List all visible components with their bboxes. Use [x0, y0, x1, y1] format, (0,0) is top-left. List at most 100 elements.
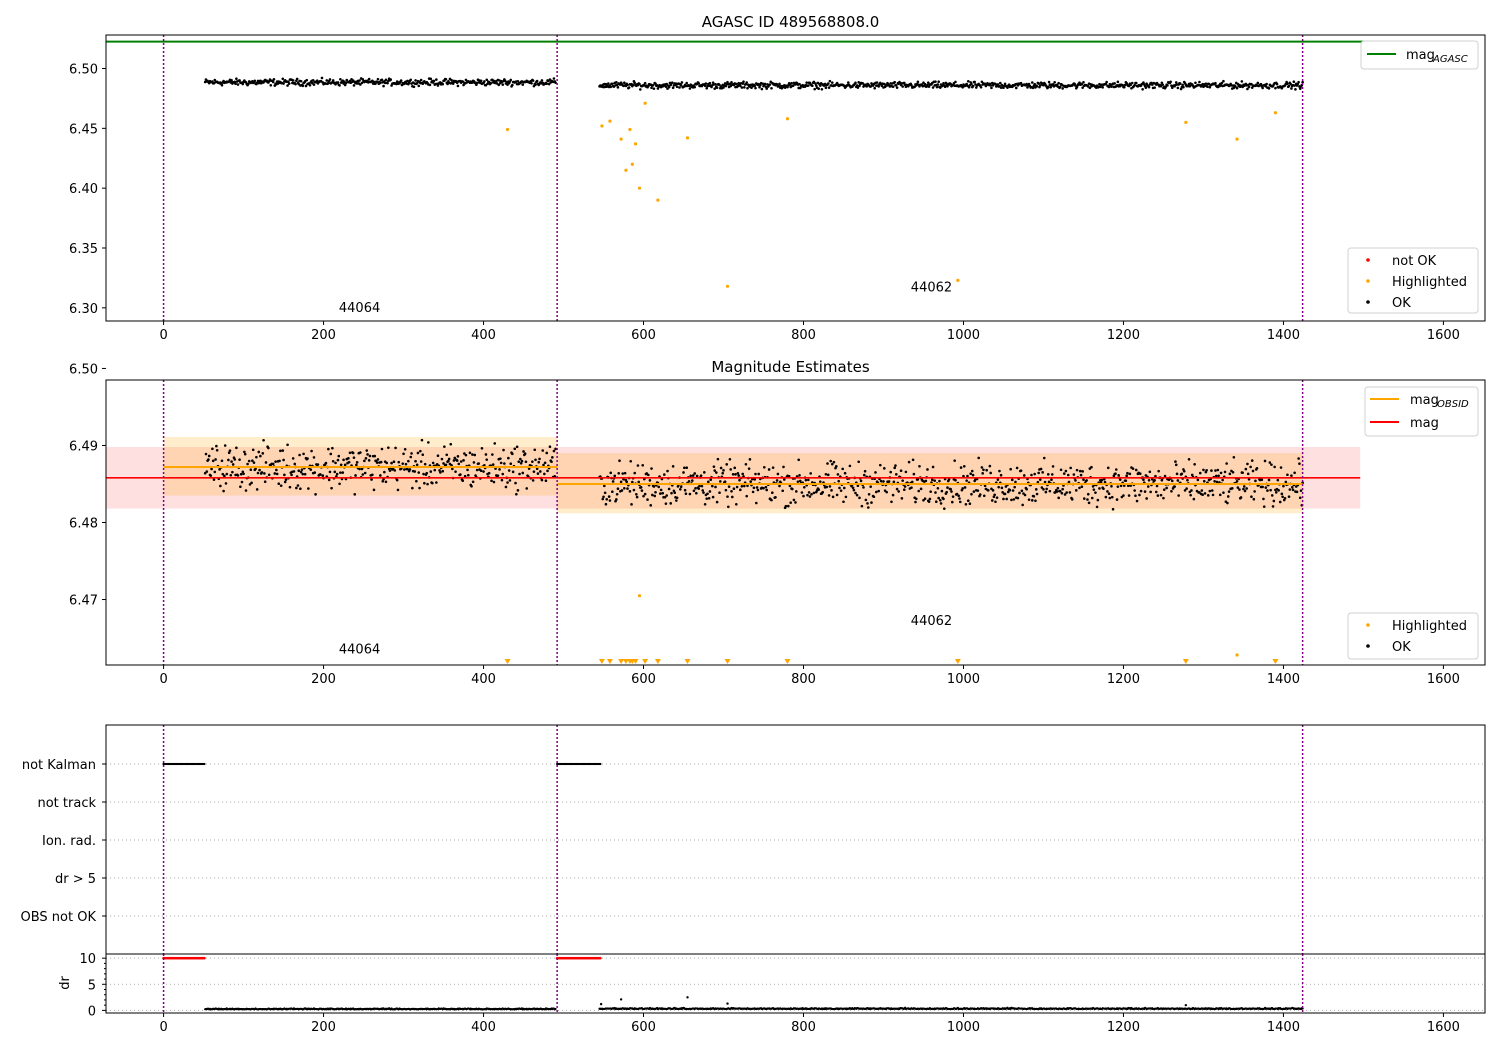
ok-point — [783, 86, 787, 89]
ok-point — [264, 461, 268, 464]
ok-point — [1142, 478, 1145, 482]
ok-point — [224, 482, 228, 485]
ok-point — [299, 470, 303, 474]
ok-point — [1126, 484, 1130, 487]
ok-point — [889, 470, 892, 474]
ok-point — [250, 481, 253, 485]
ok-point — [1058, 85, 1062, 89]
plot-area — [162, 954, 1304, 1013]
obsid-label: 44062 — [911, 614, 952, 629]
highlighted-point — [656, 198, 660, 202]
ok-point — [305, 78, 309, 82]
ok-point — [215, 444, 218, 448]
ok-point — [429, 470, 433, 473]
ok-point — [623, 471, 627, 475]
ok-point — [499, 461, 503, 465]
ok-point — [846, 81, 850, 84]
ok-point — [1214, 469, 1217, 472]
ok-point — [727, 485, 731, 488]
ok-point — [376, 77, 380, 81]
ok-point — [1037, 471, 1040, 475]
ok-point — [901, 85, 904, 88]
ok-point — [867, 492, 871, 496]
ok-point — [483, 463, 486, 467]
ok-point — [608, 499, 612, 502]
ok-point — [926, 83, 929, 87]
ok-point — [438, 469, 441, 472]
ok-point — [238, 79, 241, 82]
ok-point — [1190, 473, 1194, 477]
x-tick-label: 600 — [631, 328, 656, 343]
ok-point — [1215, 480, 1219, 484]
legend-label: not OK — [1392, 254, 1437, 269]
ok-point — [810, 84, 814, 88]
ok-point — [412, 85, 416, 89]
ok-point — [802, 494, 805, 498]
ok-point — [879, 479, 883, 483]
ok-point — [629, 459, 633, 463]
ok-point — [1275, 82, 1279, 86]
highlighted-point — [1273, 111, 1278, 115]
ok-point — [484, 453, 488, 456]
ok-point — [1177, 494, 1180, 497]
ok-point — [826, 82, 830, 85]
ok-point — [914, 500, 917, 504]
ok-point — [500, 478, 504, 482]
highlighted-offscale-marker — [606, 659, 613, 664]
ok-point — [735, 485, 739, 489]
ok-point — [372, 488, 376, 492]
flag-row-label: Ion. rad. — [42, 834, 96, 849]
x-tick-label: 800 — [791, 328, 816, 343]
ok-point — [617, 472, 621, 475]
ok-point — [384, 480, 388, 484]
highlighted-point — [608, 119, 612, 123]
ok-point — [856, 484, 860, 488]
ok-point — [663, 495, 667, 499]
ok-point — [468, 451, 472, 455]
ok-point — [727, 505, 730, 509]
ok-point — [352, 456, 356, 459]
ok-point — [1126, 471, 1129, 475]
ok-point — [750, 86, 753, 90]
ok-point — [993, 493, 996, 497]
ok-point — [890, 500, 893, 504]
ok-point — [1003, 82, 1007, 86]
ok-point — [541, 449, 545, 452]
ok-point — [924, 479, 928, 483]
ok-point — [417, 84, 421, 88]
ok-point — [552, 77, 556, 80]
ok-point — [870, 501, 873, 504]
ok-point — [1091, 485, 1095, 488]
ok-point — [788, 484, 792, 488]
y-axis-label: dr — [58, 976, 73, 990]
ok-point — [271, 80, 275, 84]
legend-label: Highlighted — [1392, 619, 1467, 634]
ok-point — [945, 490, 948, 494]
ok-point — [711, 484, 714, 488]
ok-point — [1231, 470, 1235, 474]
ok-point — [327, 478, 331, 482]
legend-label: mag — [1410, 393, 1439, 408]
ok-point — [937, 496, 940, 500]
ok-point — [423, 462, 427, 466]
ok-point — [454, 470, 457, 473]
ok-point — [297, 469, 301, 473]
ok-point — [1019, 469, 1023, 472]
ok-point — [1222, 79, 1225, 83]
ok-point — [1102, 487, 1105, 491]
ok-point — [235, 446, 238, 450]
ok-point — [1290, 485, 1294, 489]
ok-point — [701, 489, 705, 492]
ok-point — [988, 464, 992, 468]
ok-point — [1196, 478, 1200, 482]
ok-point — [859, 479, 863, 483]
ok-point — [1033, 472, 1036, 476]
plot-area: 44064 44062 — [106, 380, 1361, 665]
ok-point — [1221, 478, 1224, 482]
ok-point — [1278, 500, 1282, 504]
ok-point — [336, 81, 340, 84]
ok-point — [1025, 487, 1028, 491]
ok-point — [204, 452, 208, 456]
ok-point — [770, 86, 773, 90]
